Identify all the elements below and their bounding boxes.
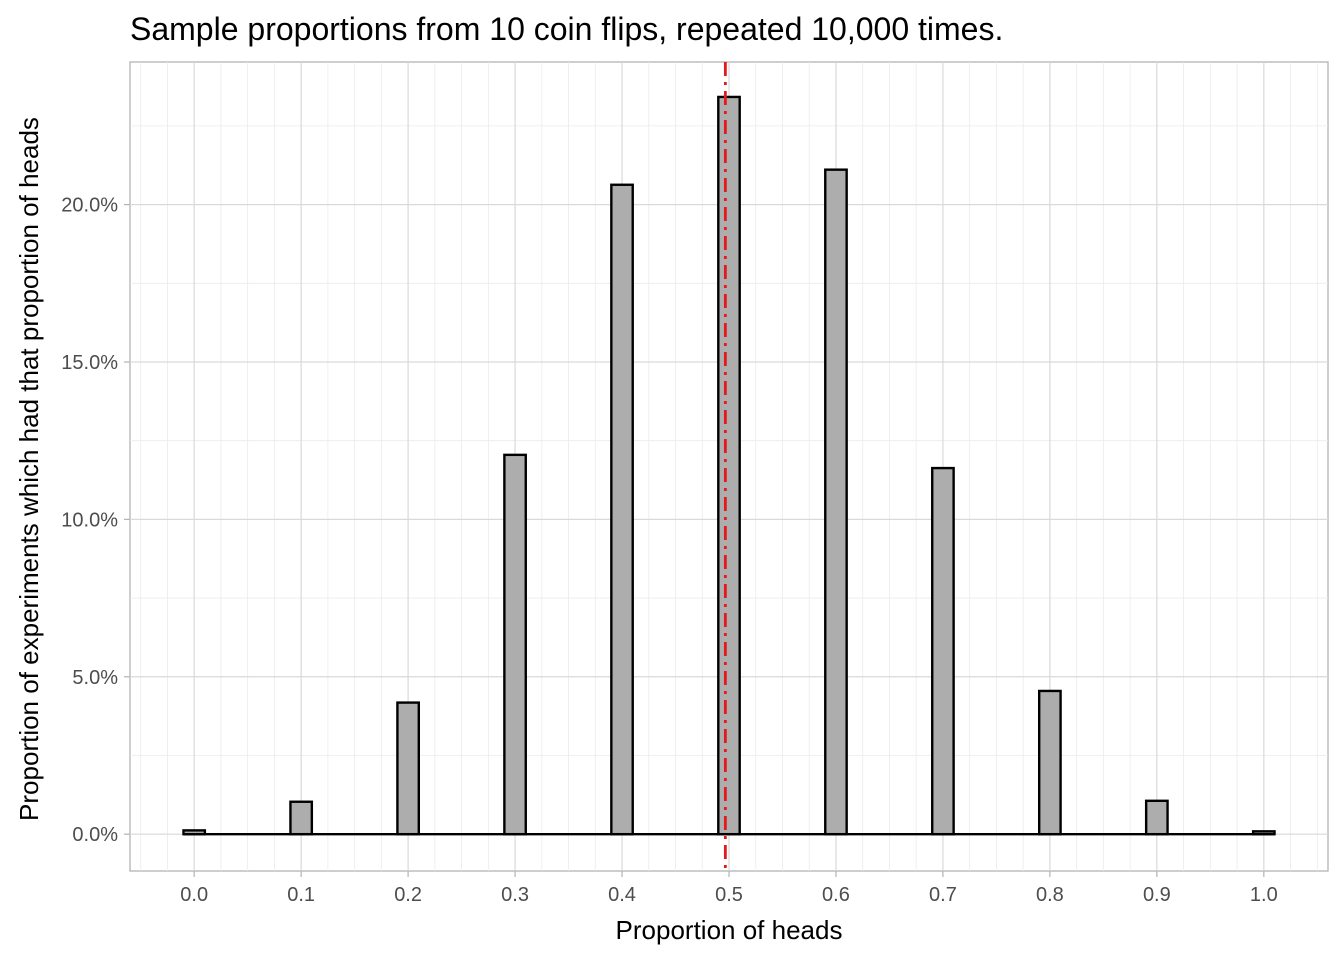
x-tick-label: 0.3	[501, 884, 529, 906]
x-tick-label: 1.0	[1250, 884, 1278, 906]
y-tick-label: 0.0%	[72, 824, 118, 846]
bar-0.6	[824, 168, 848, 836]
x-axis-ticks: 0.0 0.1 0.2 0.3 0.4 0.5 0.6 0.7 0.8 0.9 1.0	[180, 871, 1278, 906]
bar-0.8	[1037, 689, 1062, 836]
bar-0.7	[931, 466, 955, 836]
x-tick-label: 0.5	[715, 884, 743, 906]
y-axis-ticks: 0.0% 5.0% 10.0% 15.0% 20.0%	[61, 195, 130, 846]
bar-0.5	[717, 95, 741, 836]
x-tick-label: 0.4	[608, 884, 636, 906]
x-tick-label: 0.8	[1036, 884, 1064, 906]
bar-0.3	[503, 453, 527, 836]
x-axis-title: Proportion of heads	[616, 915, 843, 945]
bar-0.1	[289, 800, 314, 836]
x-tick-label: 0.6	[822, 884, 850, 906]
bars-group	[182, 95, 1276, 836]
x-tick-label: 0.0	[180, 884, 208, 906]
bar-0.4	[610, 183, 634, 836]
bar-0.2	[396, 701, 421, 836]
y-tick-label: 10.0%	[61, 509, 118, 531]
y-tick-label: 5.0%	[72, 667, 118, 689]
bar-0.9	[1144, 799, 1169, 836]
x-tick-label: 0.9	[1143, 884, 1171, 906]
y-tick-label: 20.0%	[61, 195, 118, 217]
x-tick-label: 0.7	[929, 884, 957, 906]
x-tick-label: 0.1	[287, 884, 315, 906]
bar-1.0	[1251, 830, 1276, 836]
y-axis-title: Proportion of experiments which had that…	[14, 117, 44, 821]
y-tick-label: 15.0%	[61, 352, 118, 374]
x-tick-label: 0.2	[394, 884, 422, 906]
bar-0.0	[182, 829, 207, 836]
chart-title: Sample proportions from 10 coin flips, r…	[130, 11, 1003, 47]
